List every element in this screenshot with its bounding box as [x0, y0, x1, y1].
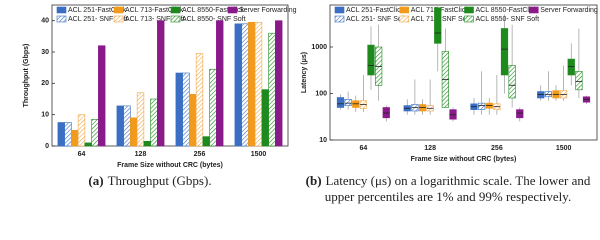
legend-label: ACL 251-FastClick [68, 7, 127, 14]
x-tick-label: 256 [491, 145, 503, 152]
box [478, 102, 486, 110]
legend-swatch [464, 6, 474, 14]
legend-label: Server Forwarding [540, 7, 598, 14]
x-axis-label: Frame Size without CRC (bytes) [411, 156, 517, 163]
bar [261, 89, 269, 147]
box [344, 99, 352, 106]
box [575, 71, 583, 91]
caption-label: (b) [305, 173, 322, 188]
caption-label: (a) [88, 173, 104, 188]
x-axis-label: Frame Size without CRC (bytes) [117, 162, 223, 169]
x-tick-label: 1500 [251, 151, 267, 158]
plot-frame [329, 4, 598, 141]
y-tick-label: 40 [41, 18, 49, 25]
y-tick-label: 100 [315, 90, 327, 97]
legend-swatch [528, 6, 539, 14]
legend-label: ACL 251- SNF Soft [346, 16, 406, 23]
y-tick-label: 10 [41, 112, 49, 119]
bar [136, 92, 145, 147]
y-tick-label: 0 [45, 143, 49, 150]
x-tick-label: 256 [194, 151, 206, 158]
caption-text: Latency (μs) on a logarithmic scale. The… [324, 173, 591, 204]
bar [182, 72, 190, 147]
legend-swatch [334, 6, 345, 14]
y-axis-label: Latency (μs) [301, 52, 308, 93]
legend-swatch [113, 6, 124, 14]
legend-swatch [56, 15, 67, 23]
legend-swatch [56, 6, 67, 14]
x-tick-label: 128 [135, 151, 147, 158]
box [508, 65, 516, 99]
bar [175, 72, 183, 147]
legend-label: ACL 713-FastClick [125, 7, 184, 14]
y-tick-label: 1000 [311, 44, 327, 51]
box [336, 97, 345, 108]
y-tick-label: 30 [41, 49, 49, 56]
legend-label: ACL 8550-FastClick [182, 7, 244, 14]
bar [254, 21, 263, 147]
legend-label: ACL 8550- SNF Soft [476, 16, 540, 23]
bar [248, 21, 256, 147]
legend-label: Server Forwarding [239, 7, 297, 14]
legend-swatch [399, 6, 410, 14]
x-tick-label: 128 [424, 145, 436, 152]
y-tick-label: 10 [319, 137, 327, 144]
caption-text: Throughput (Gbps). [107, 173, 212, 188]
caption-b: (b) Latency (μs) on a logarithmic scale. … [296, 173, 600, 205]
y-tick-label: 20 [41, 80, 49, 87]
bar [57, 122, 65, 147]
page: 0 10 20 30 40 Throughput (Gbps) Frame Size wit… [0, 4, 600, 205]
legend-swatch [334, 15, 345, 23]
legend-swatch [464, 15, 474, 23]
bar [202, 136, 210, 147]
bar [143, 141, 151, 147]
box [567, 58, 575, 76]
legend-label: ACL 8550-FastClick [476, 7, 538, 14]
bar [195, 53, 204, 147]
caption-a: (a) Throughput (Gbps). [0, 173, 300, 189]
x-tick-label: 64 [78, 151, 86, 158]
bar [98, 45, 106, 147]
bar [91, 119, 99, 147]
box [434, 7, 442, 44]
bar [84, 142, 92, 147]
bar [268, 32, 276, 147]
bar [157, 20, 165, 147]
y-axis-label: Throughput (Gbps) [23, 44, 30, 108]
box [516, 109, 524, 119]
bar [150, 98, 158, 147]
bar [130, 117, 138, 147]
bar [116, 105, 124, 147]
legend-label: ACL 8550- SNF Soft [182, 16, 246, 23]
legend-swatch [227, 6, 238, 14]
legend-swatch [399, 15, 410, 23]
plot-frame [51, 4, 289, 147]
legend-swatch [113, 15, 124, 23]
bar [71, 130, 79, 147]
bar [123, 105, 131, 147]
bar [234, 23, 242, 147]
bar [189, 94, 197, 147]
bar [241, 23, 249, 147]
legend-swatch [170, 15, 181, 23]
figure: 0 10 20 30 40 Throughput (Gbps) Frame Size wit… [23, 4, 598, 169]
x-tick-label: 64 [359, 145, 367, 152]
bar [216, 20, 224, 147]
bar [77, 114, 86, 147]
bar [209, 68, 217, 147]
legend-label: ACL 251- SNF Soft [68, 16, 128, 23]
bar [275, 20, 283, 147]
bar [64, 122, 72, 147]
legend-label: ACL 251-FastClick [346, 7, 405, 14]
box [367, 44, 375, 76]
legend-swatch [170, 6, 181, 14]
x-tick-label: 1500 [556, 145, 572, 152]
box [500, 28, 509, 76]
legend-label: ACL 713- SNF Soft [125, 16, 185, 23]
